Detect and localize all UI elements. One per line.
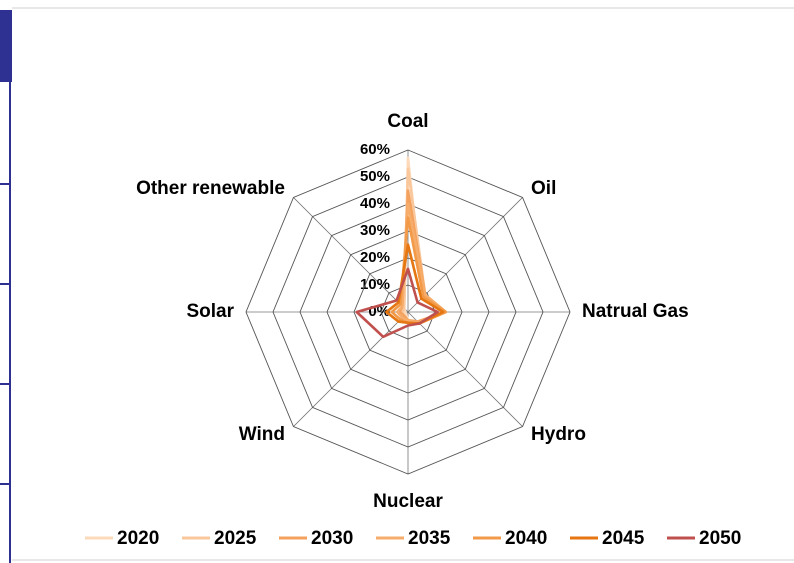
category-label: Natrual Gas — [582, 301, 689, 322]
legend-label: 2030 — [311, 528, 353, 549]
r-tick-label: 60% — [360, 141, 390, 158]
category-label: Hydro — [531, 424, 586, 445]
side-panel — [0, 10, 12, 82]
legend-label: 2045 — [602, 528, 645, 549]
r-tick-label: 20% — [360, 249, 390, 266]
series-line — [395, 202, 448, 325]
grid-ring — [299, 203, 517, 421]
legend-label: 2035 — [408, 528, 451, 549]
category-label: Coal — [387, 111, 428, 132]
r-tick-label: 30% — [360, 222, 390, 239]
grid-ring — [272, 176, 544, 448]
grid-ring — [326, 230, 490, 394]
category-label: Nuclear — [373, 491, 443, 512]
category-label: Oil — [531, 178, 556, 199]
legend-label: 2040 — [505, 528, 547, 549]
category-label: Solar — [186, 301, 234, 322]
legend-label: 2050 — [699, 528, 741, 549]
grid-ring — [353, 257, 463, 367]
series-line — [355, 267, 440, 339]
legend-label: 2025 — [214, 528, 257, 549]
r-tick-label: 50% — [360, 168, 390, 185]
legend-label: 2020 — [117, 528, 159, 549]
r-tick-label: 10% — [360, 276, 390, 293]
grid-ring — [245, 149, 571, 475]
r-tick-label: 40% — [360, 195, 390, 212]
category-label: Other renewable — [136, 178, 285, 199]
series-line — [385, 243, 445, 325]
category-label: Wind — [239, 424, 285, 445]
